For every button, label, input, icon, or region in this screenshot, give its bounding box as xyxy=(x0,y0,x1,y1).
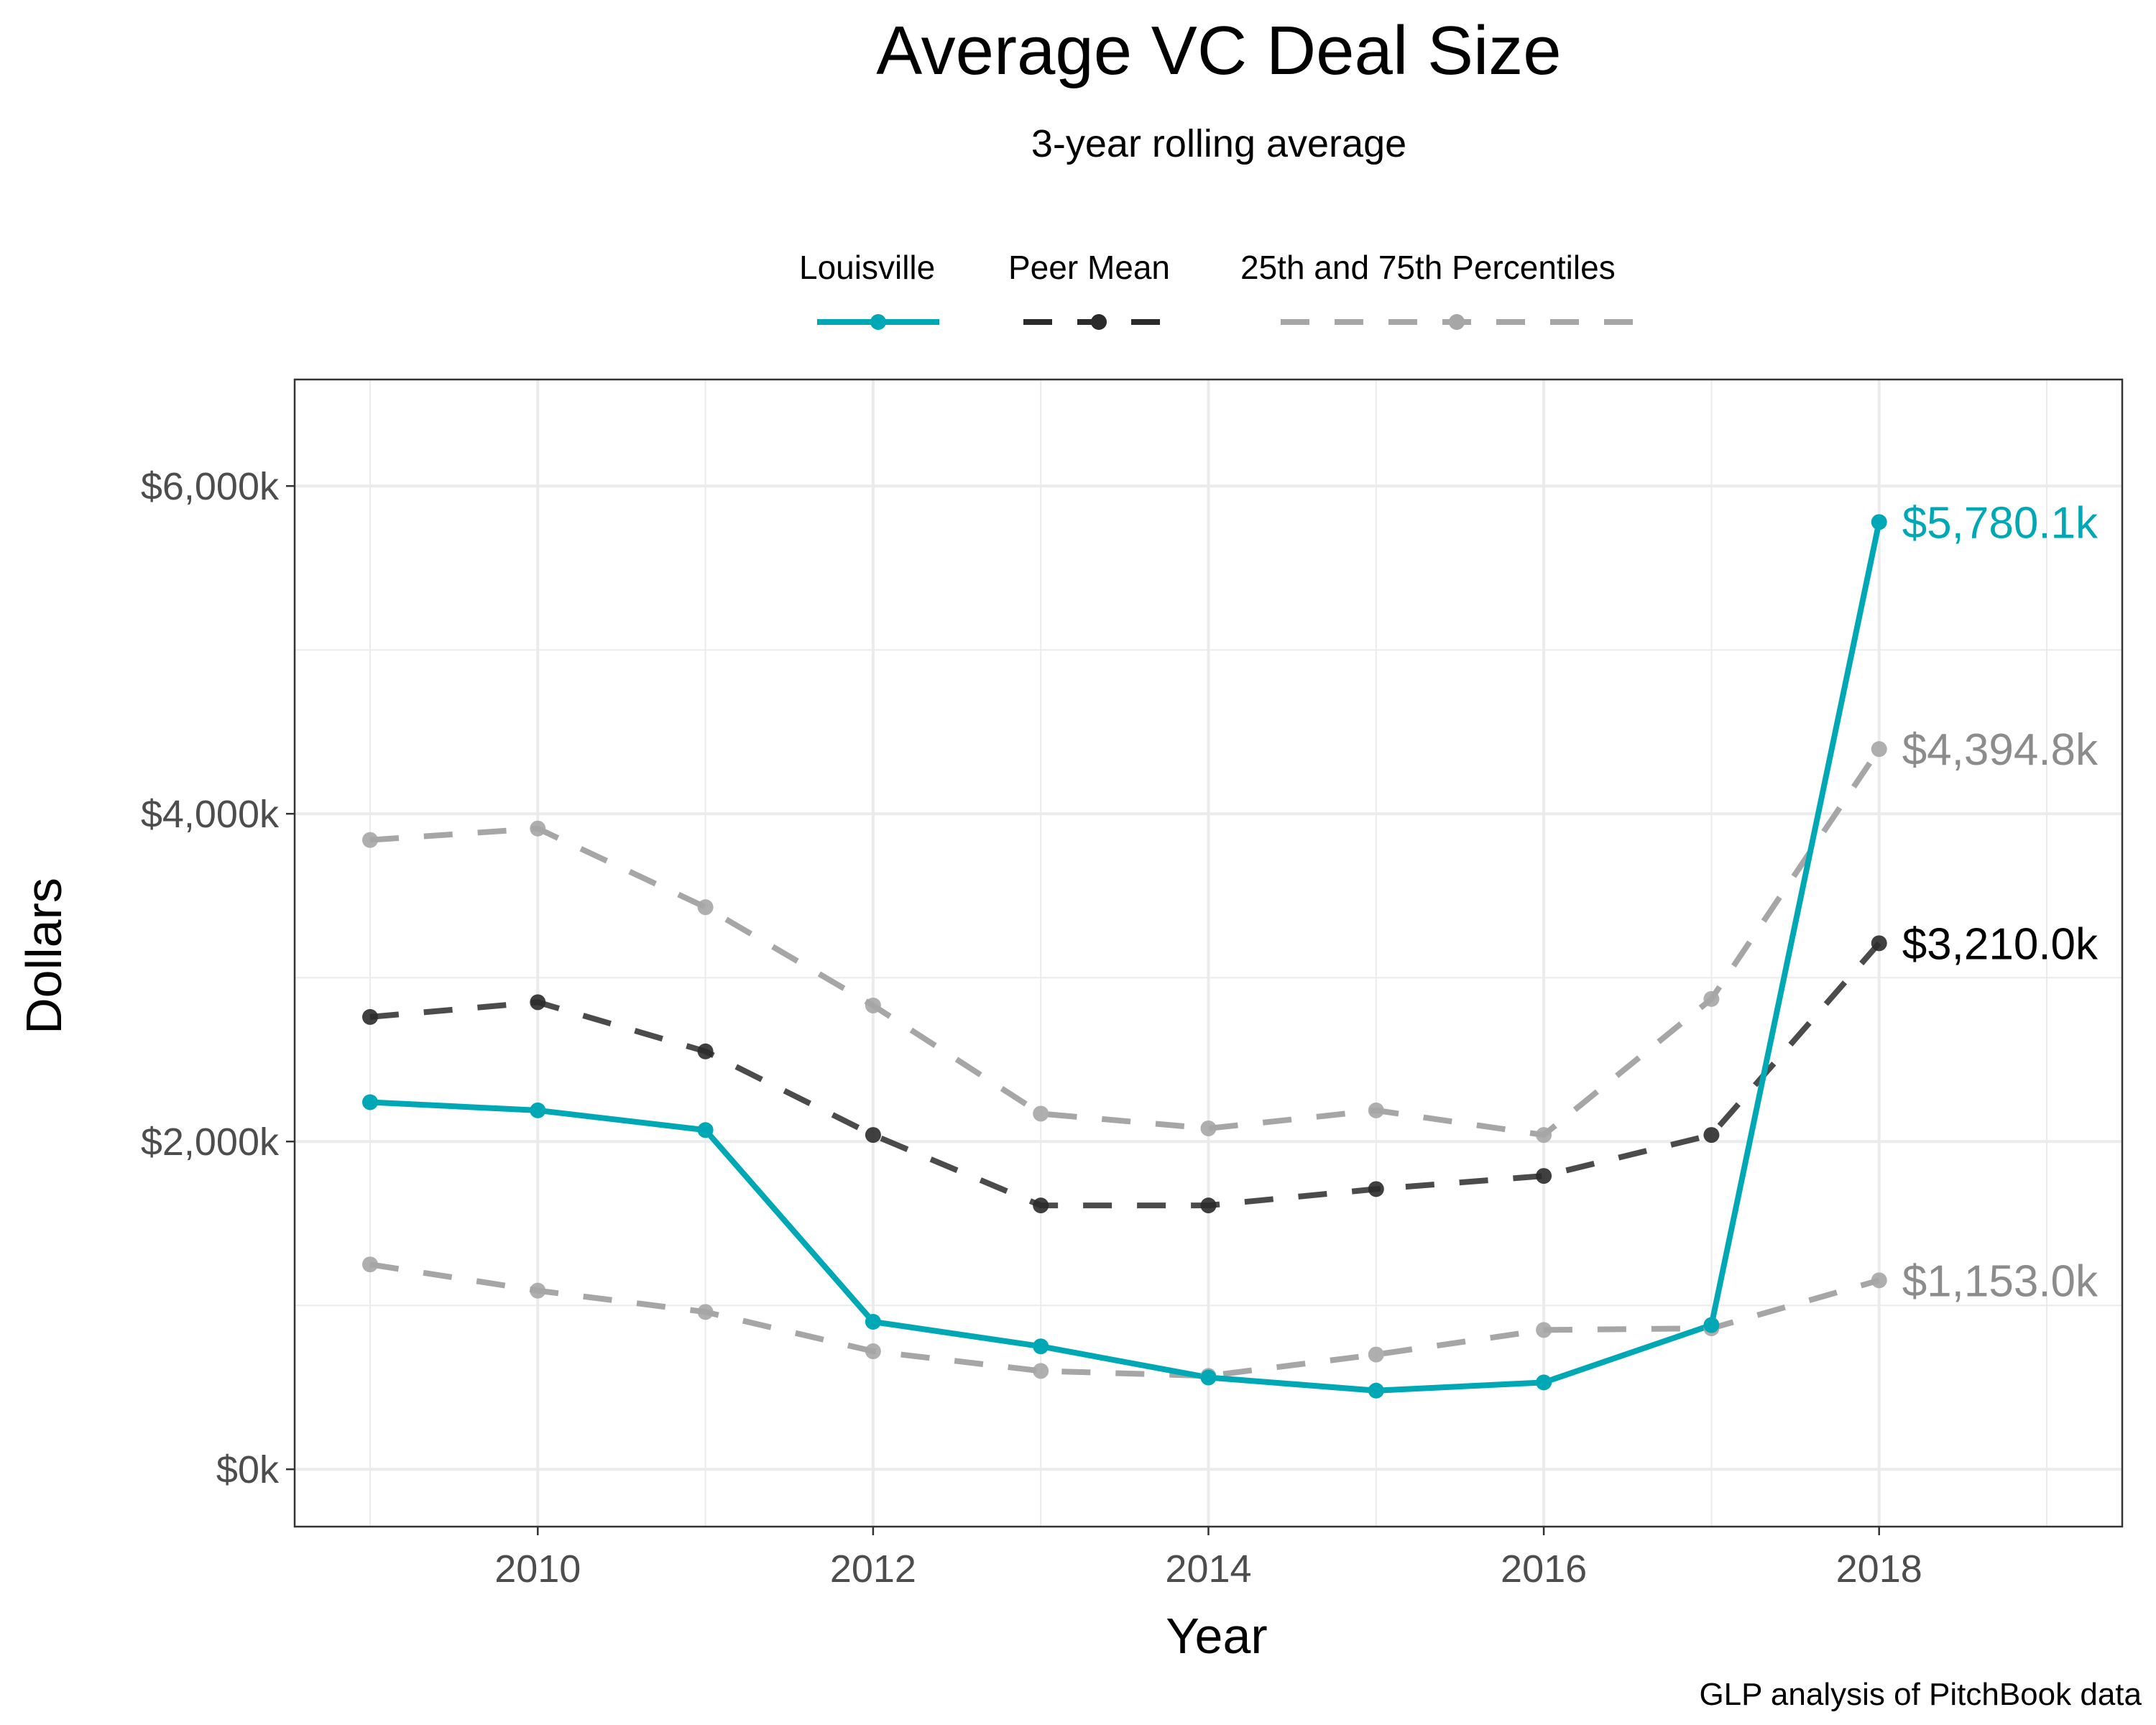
data-point-75th-percentile xyxy=(1368,1102,1384,1118)
legend-key-point-25th-percentile xyxy=(1449,314,1465,330)
y-tick-label: $2,000k xyxy=(141,1121,280,1164)
caption: GLP analysis of PitchBook data xyxy=(1699,1677,2142,1712)
data-point-peer-mean xyxy=(530,994,546,1011)
data-point-peer-mean xyxy=(1703,1127,1720,1144)
data-point-25th-percentile xyxy=(1033,1363,1049,1379)
data-point-louisville xyxy=(361,1094,378,1110)
x-tick-label: 2014 xyxy=(1165,1547,1251,1591)
chart-subtitle: 3-year rolling average xyxy=(1031,122,1406,165)
data-point-peer-mean xyxy=(361,1008,378,1025)
data-point-25th-percentile xyxy=(1536,1322,1552,1338)
data-point-louisville xyxy=(1871,514,1887,530)
data-point-peer-mean xyxy=(1536,1168,1552,1184)
data-point-25th-percentile xyxy=(865,1343,881,1360)
legend-label-peer-mean: Peer Mean xyxy=(1008,249,1170,286)
end-label-25th-percentile: $1,153.0k xyxy=(1902,1256,2099,1306)
data-point-75th-percentile xyxy=(361,832,378,848)
end-label-peer-mean: $3,210.0k xyxy=(1902,919,2099,969)
data-point-peer-mean xyxy=(1871,935,1887,952)
data-point-louisville xyxy=(1536,1374,1552,1391)
data-point-peer-mean xyxy=(865,1127,881,1144)
y-tick-label: $6,000k xyxy=(141,465,280,508)
data-point-25th-percentile xyxy=(1871,1272,1887,1289)
data-point-peer-mean xyxy=(1200,1197,1217,1214)
data-point-louisville xyxy=(1703,1317,1720,1333)
data-point-peer-mean xyxy=(697,1043,714,1059)
series-line-louisville xyxy=(369,521,1882,1394)
data-point-peer-mean xyxy=(1368,1181,1384,1197)
data-point-75th-percentile xyxy=(697,899,714,916)
legend-key-point-louisville xyxy=(870,314,886,330)
data-point-25th-percentile xyxy=(1368,1346,1384,1363)
legend-label-percentiles: 25th and 75th Percentiles xyxy=(1240,249,1616,286)
data-point-25th-percentile xyxy=(697,1304,714,1320)
end-label-louisville: $5,780.1k xyxy=(1902,498,2099,548)
data-point-louisville xyxy=(1200,1369,1217,1386)
data-point-louisville xyxy=(1033,1338,1049,1355)
legend-label-louisville: Louisville xyxy=(799,249,935,286)
y-tick-label: $0k xyxy=(216,1448,280,1491)
x-tick-label: 2018 xyxy=(1836,1547,1922,1591)
y-tick-label: $4,000k xyxy=(141,793,280,836)
data-point-louisville xyxy=(1368,1382,1384,1399)
data-point-louisville xyxy=(697,1122,714,1138)
legend: Louisville Peer Mean 25th and 75th Perce… xyxy=(799,249,1633,330)
x-tick-label: 2016 xyxy=(1501,1547,1587,1591)
data-point-75th-percentile xyxy=(865,997,881,1013)
data-point-peer-mean xyxy=(1033,1197,1049,1214)
data-point-75th-percentile xyxy=(530,820,546,837)
data-point-louisville xyxy=(865,1314,881,1330)
series-line-75th-percentile xyxy=(369,747,1882,1138)
data-point-75th-percentile xyxy=(1536,1127,1552,1144)
x-tick-label: 2010 xyxy=(494,1547,581,1591)
data-point-25th-percentile xyxy=(361,1256,378,1273)
data-point-75th-percentile xyxy=(1871,741,1887,758)
series-line-25th-percentile xyxy=(369,1261,1880,1379)
legend-key-point-peer-mean xyxy=(1091,314,1107,330)
data-point-75th-percentile xyxy=(1200,1120,1217,1136)
chart-title: Average VC Deal Size xyxy=(876,12,1561,89)
end-label-75th-percentile: $4,394.8k xyxy=(1902,725,2099,775)
series-line-peer-mean xyxy=(369,941,1881,1209)
data-point-75th-percentile xyxy=(1703,990,1720,1007)
data-point-25th-percentile xyxy=(530,1282,546,1299)
x-axis-title: Year xyxy=(1166,1608,1267,1664)
data-point-75th-percentile xyxy=(1033,1105,1049,1122)
y-axis-title: Dollars xyxy=(16,878,72,1034)
data-point-louisville xyxy=(530,1102,546,1118)
x-tick-label: 2012 xyxy=(830,1547,916,1591)
